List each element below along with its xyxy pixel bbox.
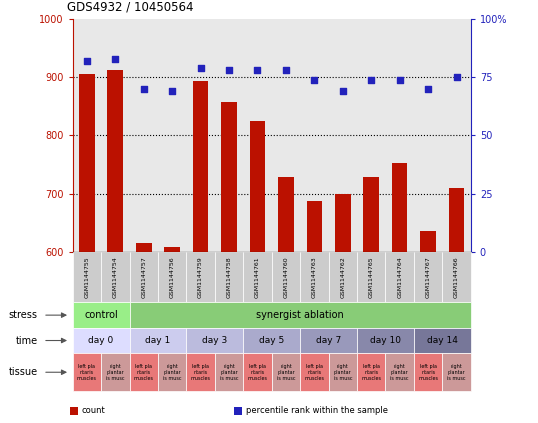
- Text: left pla
ntaris
muscles: left pla ntaris muscles: [77, 364, 97, 381]
- Text: GSM1144761: GSM1144761: [255, 256, 260, 298]
- Text: day 3: day 3: [202, 336, 228, 345]
- Point: [82, 58, 91, 64]
- Text: day 1: day 1: [145, 336, 171, 345]
- Point: [196, 65, 205, 71]
- Text: GSM1144757: GSM1144757: [141, 256, 146, 298]
- Point: [395, 76, 404, 83]
- Text: control: control: [84, 310, 118, 320]
- Bar: [79, 74, 95, 423]
- Text: GSM1144754: GSM1144754: [113, 256, 118, 298]
- Text: GSM1144766: GSM1144766: [454, 256, 459, 298]
- Text: right
plantar
is musc: right plantar is musc: [277, 364, 295, 381]
- Text: GSM1144755: GSM1144755: [84, 256, 89, 298]
- Text: GSM1144760: GSM1144760: [284, 256, 288, 298]
- Text: GDS4932 / 10450564: GDS4932 / 10450564: [67, 1, 194, 14]
- Text: day 7: day 7: [316, 336, 341, 345]
- Point: [111, 55, 119, 62]
- Text: GSM1144763: GSM1144763: [312, 256, 317, 298]
- Text: tissue: tissue: [9, 367, 38, 377]
- Bar: [278, 177, 294, 423]
- Text: left pla
ntaris
muscles: left pla ntaris muscles: [247, 364, 267, 381]
- Bar: [449, 188, 464, 423]
- Text: right
plantar
is musc: right plantar is musc: [106, 364, 124, 381]
- Text: left pla
ntaris
muscles: left pla ntaris muscles: [305, 364, 324, 381]
- Text: right
plantar
is musc: right plantar is musc: [447, 364, 466, 381]
- Text: percentile rank within the sample: percentile rank within the sample: [246, 406, 388, 415]
- Text: left pla
ntaris
muscles: left pla ntaris muscles: [361, 364, 381, 381]
- Bar: [335, 193, 351, 423]
- Bar: [193, 81, 208, 423]
- Text: left pla
ntaris
muscles: left pla ntaris muscles: [190, 364, 210, 381]
- Point: [168, 88, 176, 95]
- Bar: [221, 102, 237, 423]
- Text: synergist ablation: synergist ablation: [256, 310, 344, 320]
- Text: GSM1144762: GSM1144762: [340, 256, 345, 298]
- Text: time: time: [16, 335, 38, 346]
- Text: day 14: day 14: [427, 336, 458, 345]
- Text: GSM1144758: GSM1144758: [226, 256, 231, 298]
- Text: right
plantar
is musc: right plantar is musc: [163, 364, 181, 381]
- Text: day 5: day 5: [259, 336, 284, 345]
- Point: [310, 76, 318, 83]
- Text: GSM1144759: GSM1144759: [198, 256, 203, 298]
- Bar: [108, 70, 123, 423]
- Point: [452, 74, 461, 80]
- Bar: [136, 243, 152, 423]
- Bar: [164, 247, 180, 423]
- Bar: [307, 201, 322, 423]
- Point: [367, 76, 376, 83]
- Bar: [420, 231, 436, 423]
- Text: right
plantar
is musc: right plantar is musc: [334, 364, 352, 381]
- Point: [139, 85, 148, 92]
- Text: GSM1144756: GSM1144756: [169, 256, 175, 298]
- Point: [424, 85, 433, 92]
- Text: stress: stress: [9, 310, 38, 320]
- Bar: [392, 163, 407, 423]
- Point: [225, 67, 233, 74]
- Text: right
plantar
is musc: right plantar is musc: [220, 364, 238, 381]
- Text: GSM1144767: GSM1144767: [426, 256, 430, 298]
- Bar: [363, 177, 379, 423]
- Point: [338, 88, 347, 95]
- Text: day 10: day 10: [370, 336, 401, 345]
- Point: [253, 67, 262, 74]
- Text: GSM1144765: GSM1144765: [369, 256, 374, 298]
- Text: day 0: day 0: [88, 336, 114, 345]
- Text: count: count: [82, 406, 105, 415]
- Bar: [250, 121, 265, 423]
- Point: [281, 67, 290, 74]
- Text: GSM1144764: GSM1144764: [397, 256, 402, 298]
- Text: left pla
ntaris
muscles: left pla ntaris muscles: [134, 364, 154, 381]
- Text: right
plantar
is musc: right plantar is musc: [391, 364, 409, 381]
- Text: left pla
ntaris
muscles: left pla ntaris muscles: [418, 364, 438, 381]
